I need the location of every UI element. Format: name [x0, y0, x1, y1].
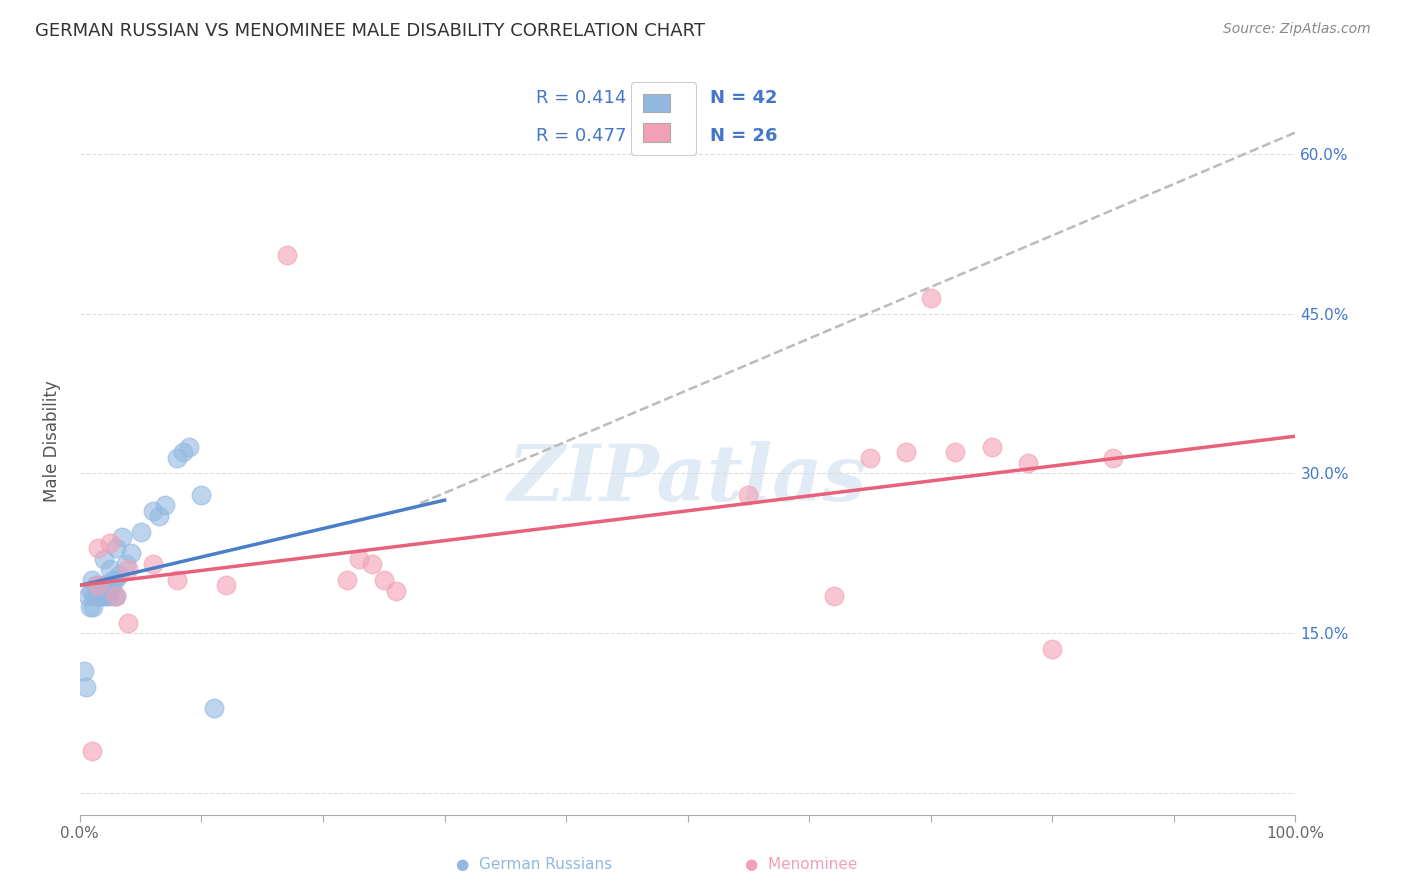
Point — [98, 578, 121, 592]
Point — [385, 583, 408, 598]
Point — [105, 589, 128, 603]
Point — [90, 589, 112, 603]
Text: ●  Menominee: ● Menominee — [745, 857, 858, 872]
Point — [336, 573, 359, 587]
Point — [82, 599, 104, 614]
Point — [115, 557, 138, 571]
Point — [737, 488, 759, 502]
Point — [80, 583, 103, 598]
Point — [91, 578, 114, 592]
Point — [117, 562, 139, 576]
Legend:  ,  : , — [631, 82, 696, 155]
Point — [215, 578, 238, 592]
Point — [360, 557, 382, 571]
Point — [83, 589, 105, 603]
Point — [107, 567, 129, 582]
Point — [105, 589, 128, 603]
Text: Source: ZipAtlas.com: Source: ZipAtlas.com — [1223, 22, 1371, 37]
Text: N = 42: N = 42 — [710, 89, 778, 107]
Point — [79, 599, 101, 614]
Point — [1017, 456, 1039, 470]
Point — [120, 546, 142, 560]
Point — [89, 589, 111, 603]
Point — [84, 578, 107, 592]
Point — [153, 499, 176, 513]
Y-axis label: Male Disability: Male Disability — [44, 381, 60, 502]
Point — [93, 551, 115, 566]
Point — [101, 573, 124, 587]
Point — [129, 525, 152, 540]
Text: GERMAN RUSSIAN VS MENOMINEE MALE DISABILITY CORRELATION CHART: GERMAN RUSSIAN VS MENOMINEE MALE DISABIL… — [35, 22, 706, 40]
Point — [148, 509, 170, 524]
Point — [823, 589, 845, 603]
Point — [179, 440, 201, 454]
Point — [98, 535, 121, 549]
Point — [72, 664, 94, 678]
Point — [943, 445, 966, 459]
Point — [77, 589, 100, 603]
Point — [980, 440, 1002, 454]
Point — [142, 557, 165, 571]
Point — [103, 589, 125, 603]
Point — [87, 578, 110, 592]
Point — [276, 248, 298, 262]
Point — [94, 578, 117, 592]
Text: ZIPatlas: ZIPatlas — [508, 441, 868, 517]
Point — [373, 573, 395, 587]
Point — [142, 504, 165, 518]
Text: ●  German Russians: ● German Russians — [456, 857, 613, 872]
Point — [104, 573, 127, 587]
Text: R = 0.414: R = 0.414 — [536, 89, 626, 107]
Point — [202, 701, 225, 715]
Point — [105, 541, 128, 555]
Text: N = 26: N = 26 — [710, 127, 778, 145]
Point — [349, 551, 371, 566]
Point — [100, 578, 122, 592]
Point — [87, 583, 110, 598]
Point — [190, 488, 212, 502]
Point — [920, 291, 942, 305]
Point — [117, 615, 139, 630]
Point — [75, 680, 97, 694]
Point — [1040, 642, 1063, 657]
Point — [86, 589, 108, 603]
Point — [896, 445, 918, 459]
Text: R = 0.477: R = 0.477 — [536, 127, 626, 145]
Point — [1102, 450, 1125, 465]
Point — [97, 589, 120, 603]
Point — [90, 589, 112, 603]
Point — [96, 589, 118, 603]
Point — [80, 573, 103, 587]
Point — [98, 583, 121, 598]
Point — [166, 573, 188, 587]
Point — [98, 562, 121, 576]
Point — [172, 445, 194, 459]
Point — [87, 541, 110, 555]
Point — [93, 583, 115, 598]
Point — [111, 531, 134, 545]
Point — [80, 743, 103, 757]
Point — [166, 450, 188, 465]
Point — [859, 450, 882, 465]
